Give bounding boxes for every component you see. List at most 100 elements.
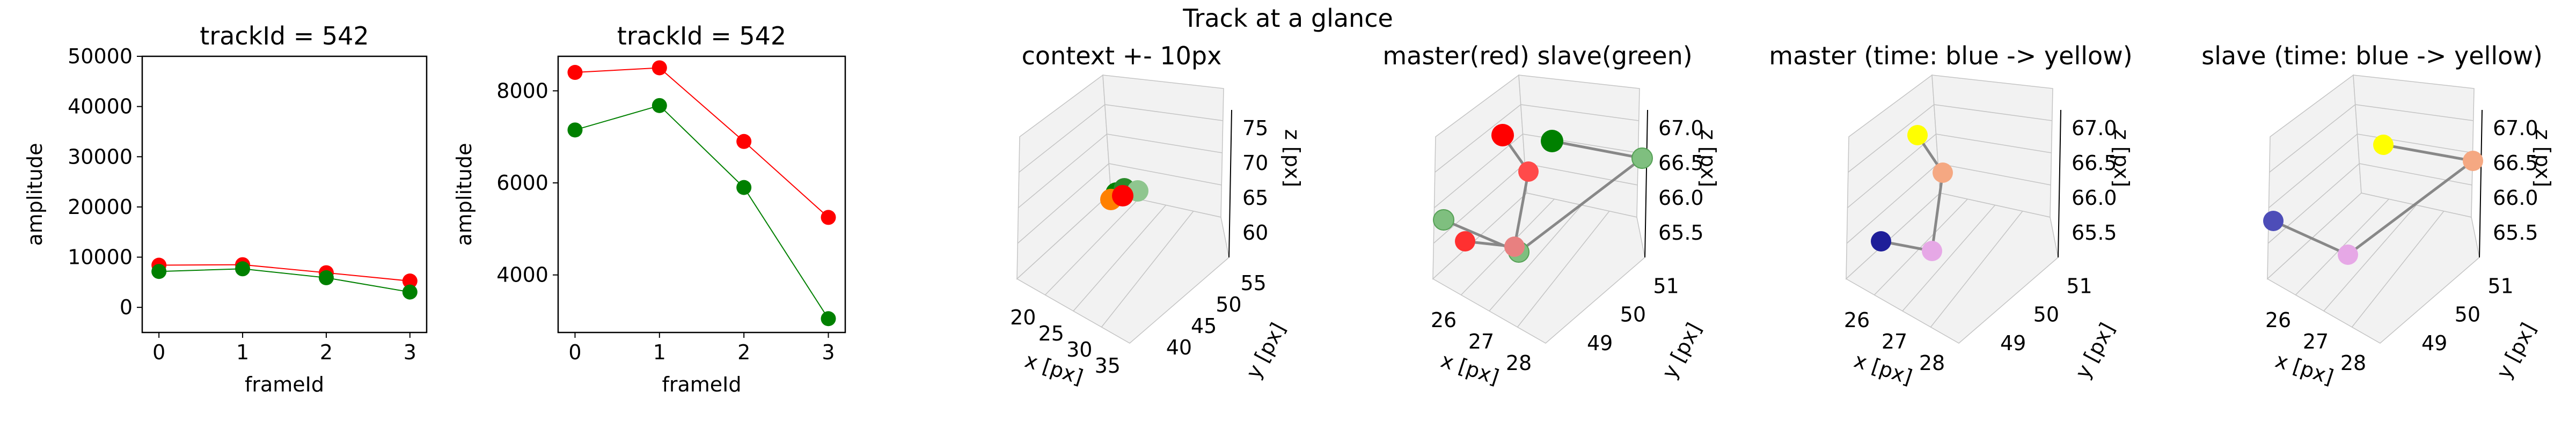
- x-axis-label: frameId: [245, 373, 324, 396]
- x-axis-label: x [px]: [1851, 349, 1915, 389]
- x-tick-label: 20: [1010, 306, 1036, 329]
- x-tick-label: 0: [568, 341, 581, 364]
- y-axis-label: y [px]: [2070, 319, 2119, 383]
- x-tick-label: 2: [320, 341, 333, 364]
- master-point: [1455, 231, 1475, 252]
- y-tick-label: 30000: [68, 145, 133, 168]
- x-tick-label: 1: [653, 341, 666, 364]
- grid-line: [1520, 104, 1639, 121]
- x-tick-label: 28: [1506, 351, 1532, 375]
- y-tick-label: 50: [2033, 303, 2059, 327]
- z-axis-label: z [px]: [1696, 129, 1720, 187]
- slave-time-segment: [2383, 143, 2473, 162]
- grid-line: [1101, 211, 1194, 328]
- z-axis-line: [2058, 109, 2061, 258]
- y-tick-label: 51: [2487, 274, 2513, 298]
- z-axis-label: z [px]: [1280, 129, 1304, 187]
- series-line-1: [159, 268, 410, 293]
- master-time-point: [1922, 241, 1942, 261]
- grid-line: [1847, 134, 1936, 209]
- y-tick-label: 40000: [68, 95, 133, 119]
- master-time-point: [1907, 125, 1928, 145]
- data-point: [652, 98, 667, 113]
- master-point: [1518, 161, 1539, 182]
- y-tick-label: 6000: [496, 171, 548, 195]
- x-tick-label: 30: [1066, 338, 1092, 361]
- z-tick-label: 66.0: [1658, 186, 1704, 210]
- grid-line: [1104, 104, 1223, 121]
- z-axis-line: [1228, 109, 1232, 258]
- grid-line: [1525, 163, 1638, 186]
- grid-line: [1435, 104, 1521, 173]
- z-axis-label: z [px]: [2531, 129, 2555, 187]
- grid-line: [1073, 205, 1167, 312]
- x-tick-label: 0: [152, 341, 165, 364]
- master-time-segment: [1930, 172, 1944, 252]
- pane-floor-5: [2266, 193, 2480, 344]
- grid-line: [1489, 205, 1583, 312]
- data-point: [567, 122, 583, 138]
- slave-point: [1541, 130, 1563, 152]
- chart-title: master(red) slave(green): [1382, 41, 1692, 70]
- z-tick-label: 60: [1242, 221, 1268, 245]
- grid-line: [1902, 205, 1996, 312]
- pane-floor-3: [1432, 193, 1645, 344]
- master-time-point: [1933, 162, 1953, 183]
- pane-floor-4: [1845, 193, 2059, 344]
- x-tick-label: 25: [1038, 322, 1064, 345]
- y-tick-label: 50: [2455, 303, 2480, 327]
- data-point: [567, 65, 583, 80]
- grid-line: [2268, 134, 2358, 209]
- grid-line: [1848, 104, 1935, 173]
- grid-line: [1517, 211, 1610, 328]
- chart-title: master (time: blue -> yellow): [1769, 41, 2132, 70]
- grid-line: [1930, 211, 2023, 328]
- z-axis-line: [2479, 109, 2483, 258]
- x-tick-label: 27: [1468, 330, 1494, 353]
- z-tick-label: 67.0: [2493, 116, 2538, 140]
- chart-title: context +- 10px: [1022, 41, 1222, 70]
- y-tick-label: 4000: [496, 263, 548, 287]
- chart-title: trackId = 542: [617, 21, 786, 50]
- master-segment: [1513, 171, 1530, 247]
- y-tick-label: 55: [1241, 271, 1267, 295]
- y-tick-label: 50000: [68, 45, 133, 68]
- data-point: [736, 180, 752, 195]
- data-point: [821, 210, 836, 225]
- grid-line: [1434, 134, 1523, 209]
- grid-line: [1934, 104, 2052, 121]
- data-point: [652, 60, 667, 76]
- data-point: [402, 284, 418, 300]
- z-tick-label: 65.5: [2493, 221, 2538, 245]
- grid-line: [1433, 163, 1525, 244]
- x-tick-label: 35: [1095, 354, 1121, 378]
- x-tick-label: 26: [2265, 308, 2291, 332]
- data-point: [318, 270, 334, 285]
- y-axis-label: y [px]: [1657, 319, 1706, 383]
- z-axis-label: z [px]: [2110, 129, 2133, 187]
- master-point: [1491, 124, 1514, 146]
- grid-line: [2357, 134, 2473, 153]
- y-tick-label: 10000: [68, 246, 133, 269]
- y-tick-label: 51: [1653, 274, 1679, 298]
- master-point: [1504, 236, 1525, 257]
- slave-point: [1433, 209, 1454, 231]
- x-tick-label: 3: [404, 341, 416, 364]
- slave-segment: [1552, 139, 1643, 160]
- grid-line: [1017, 163, 1109, 244]
- data-point: [151, 264, 167, 279]
- grid-line: [2323, 205, 2417, 312]
- y-axis-label: y [px]: [2492, 319, 2541, 383]
- slave-point: [1631, 147, 1653, 169]
- grid-line: [1044, 198, 1139, 295]
- figure-suptitle: Track at a glance: [1182, 4, 1393, 33]
- y-tick-label: 49: [1587, 331, 1613, 355]
- y-tick-label: 0: [120, 295, 133, 319]
- z-tick-label: 65.5: [2072, 221, 2117, 245]
- slave-segment: [1518, 157, 1643, 253]
- z-tick-label: 66.0: [2493, 186, 2538, 210]
- grid-line: [2355, 104, 2473, 121]
- y-axis-label: amplitude: [452, 143, 476, 246]
- x-tick-label: 3: [822, 341, 835, 364]
- data-point: [736, 134, 752, 149]
